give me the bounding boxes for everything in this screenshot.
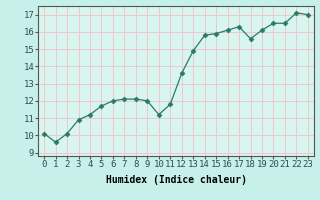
X-axis label: Humidex (Indice chaleur): Humidex (Indice chaleur) [106, 175, 246, 185]
